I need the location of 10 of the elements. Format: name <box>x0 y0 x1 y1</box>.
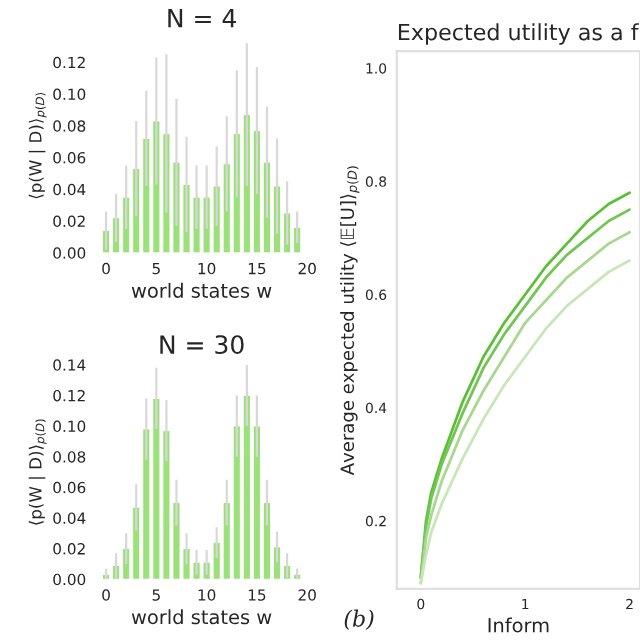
chart-title: N = 4 <box>168 9 236 28</box>
y-axis-title: ⟨p(W | D)⟩$_{p(D)}$ <box>28 419 47 525</box>
chart-title: Expected utility as a f <box>398 23 639 45</box>
y-axis-title: Average expected utility ⟨𝔼[U]⟩$_{p(D)}$ <box>340 166 360 476</box>
x-axis-title: Inform <box>488 617 549 633</box>
y-axis-title: ⟨p(W | D)⟩$_{p(D)}$ <box>28 93 47 199</box>
x-axis-title: world states w <box>131 609 272 625</box>
chart-title: N = 30 <box>160 335 244 355</box>
text: (b) <box>344 609 374 630</box>
x-axis-title: world states w <box>131 282 272 298</box>
